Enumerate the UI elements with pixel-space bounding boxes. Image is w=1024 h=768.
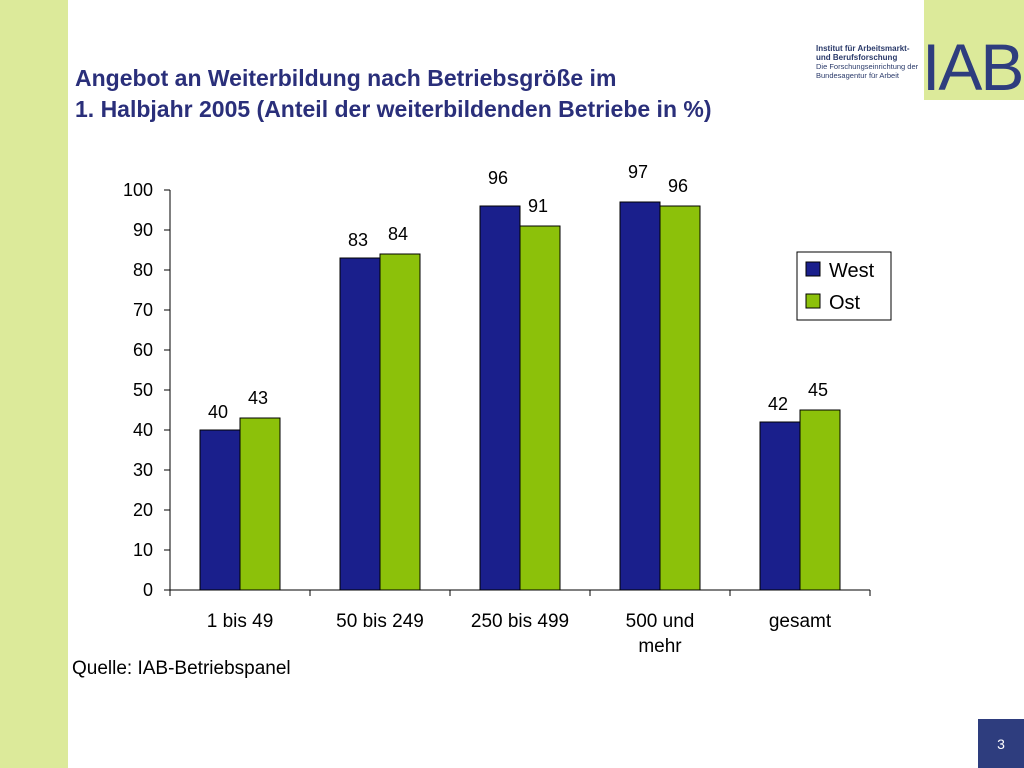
legend-label-west: West: [829, 260, 875, 282]
legend-swatch-west: [805, 261, 821, 277]
logo-line-4: Bundesagentur für Arbeit: [816, 71, 899, 80]
data-label: 96: [668, 176, 688, 196]
bar-west: [199, 429, 241, 591]
logo-line-3: Die Forschungseinrichtung der: [816, 62, 919, 71]
y-tick-label: 0: [143, 580, 153, 600]
title-line-2: 1. Halbjahr 2005 (Anteil der weiterbilde…: [75, 96, 712, 122]
page-number: 3: [978, 719, 1024, 768]
x-tick-label: 500 und: [626, 611, 695, 632]
legend-label-ost: Ost: [829, 292, 861, 314]
data-label: 42: [768, 394, 788, 414]
logo-text: Institut für Arbeitsmarkt- und Berufsfor…: [816, 44, 918, 80]
bar-ost: [659, 205, 701, 591]
y-tick-label: 10: [133, 540, 153, 560]
data-label: 96: [488, 168, 508, 188]
bar-west: [479, 205, 521, 591]
y-tick-label: 40: [133, 420, 153, 440]
bar-west: [759, 421, 801, 591]
y-tick-label: 50: [133, 380, 153, 400]
logo-line-1: Institut für Arbeitsmarkt-: [816, 44, 910, 53]
y-tick-label: 30: [133, 460, 153, 480]
legend-swatch-ost: [805, 293, 821, 309]
y-tick-label: 90: [133, 220, 153, 240]
data-label: 43: [248, 388, 268, 408]
y-tick-label: 60: [133, 340, 153, 360]
x-tick-label: gesamt: [769, 611, 832, 632]
data-label: 45: [808, 380, 828, 400]
bar-west: [619, 201, 661, 591]
slide-title: Angebot an Weiterbildung nach Betriebsgr…: [75, 63, 835, 125]
bar-ost: [799, 409, 841, 591]
bar-west: [339, 257, 381, 591]
x-tick-label: 50 bis 249: [336, 611, 424, 632]
data-label: 40: [208, 402, 228, 422]
x-tick-label: 1 bis 49: [207, 611, 274, 632]
source-note: Quelle: IAB-Betriebspanel: [72, 658, 291, 679]
y-tick-label: 80: [133, 260, 153, 280]
bar-ost: [379, 253, 421, 591]
data-label: 97: [628, 162, 648, 182]
y-tick-label: 100: [123, 180, 153, 200]
logo-wordmark: IAB: [922, 30, 1024, 100]
title-line-1: Angebot an Weiterbildung nach Betriebsgr…: [75, 65, 617, 91]
data-label: 83: [348, 230, 368, 250]
left-decorative-band: [0, 0, 68, 768]
data-label: 84: [388, 224, 408, 244]
iab-logo: Institut für Arbeitsmarkt- und Berufsfor…: [814, 0, 1024, 100]
y-tick-label: 70: [133, 300, 153, 320]
bar-ost: [519, 225, 561, 591]
logo-band: [924, 0, 1024, 100]
data-label: 91: [528, 196, 548, 216]
logo-line-2: und Berufsforschung: [816, 53, 898, 62]
bar-ost: [239, 417, 281, 591]
x-tick-label: mehr: [638, 636, 682, 657]
y-tick-label: 20: [133, 500, 153, 520]
x-tick-label: 250 bis 499: [471, 611, 569, 632]
